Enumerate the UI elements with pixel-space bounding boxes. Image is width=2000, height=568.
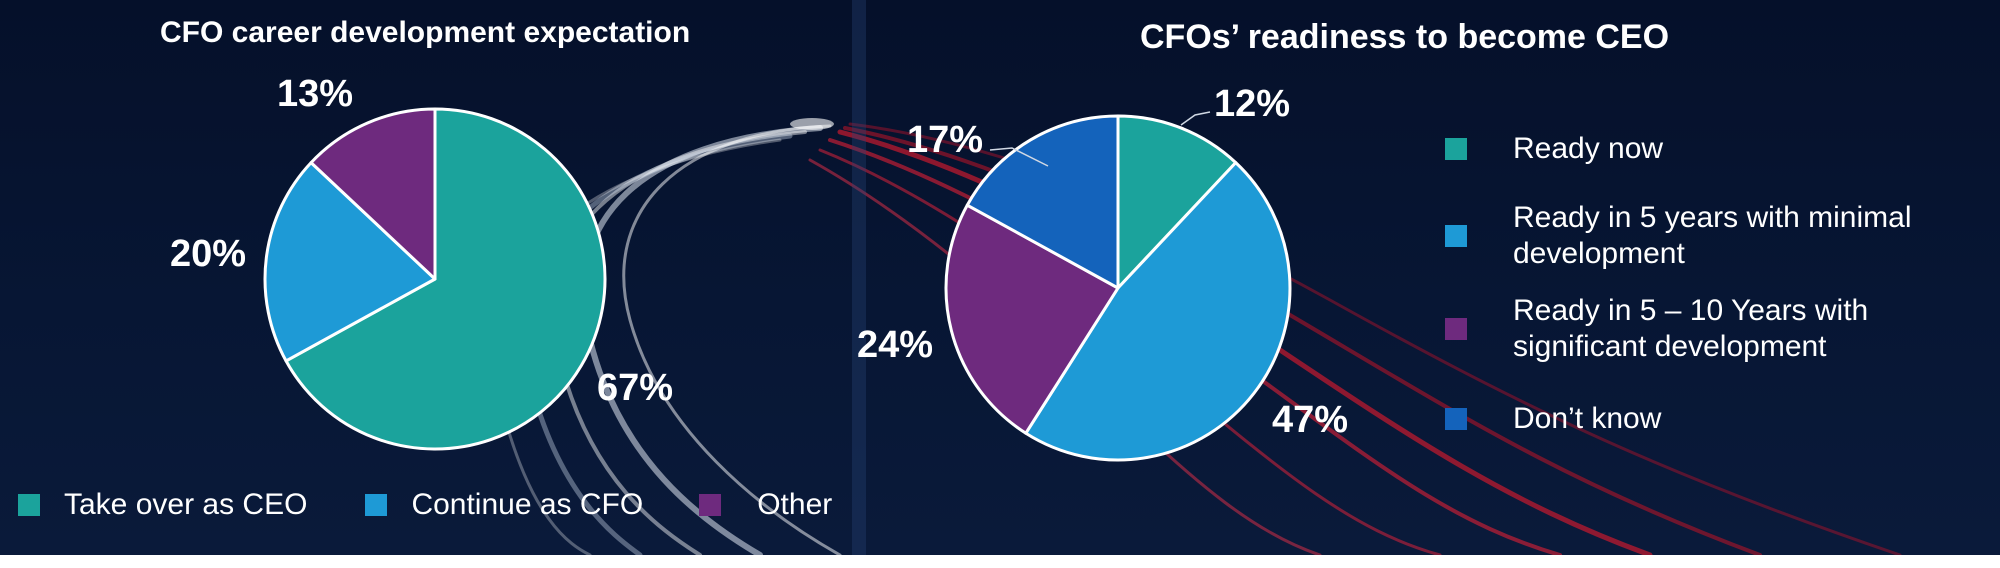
panel-divider	[852, 0, 866, 555]
pie-slice-other	[309, 107, 437, 281]
chart-title-career-expectation: CFO career development expectation	[160, 16, 691, 49]
chart-title-ceo-readiness: CFOs’ readiness to become CEO	[1140, 18, 1670, 56]
pie-slice-don-t-know	[965, 114, 1120, 290]
legend-swatch-take-over-ceo	[18, 494, 40, 516]
legend-label-ready-5-10-years: Ready in 5 – 10 Years with significant d…	[1513, 294, 1869, 363]
slide-background: CFO career development expectation CFOs’…	[0, 0, 2000, 555]
legend-label-ready-now: Ready now	[1513, 132, 1664, 165]
bottom-strip	[0, 555, 2000, 568]
legend-label-take-over-ceo: Take over as CEO	[64, 488, 308, 521]
pie-slice-ready-now	[1116, 114, 1238, 290]
legend-item-ready-5-years: Ready in 5 years with minimal developmen…	[1445, 200, 1963, 272]
pie-slice-continue-as-cfo	[263, 161, 437, 363]
pie-data-label-ready-in-5-10-years-with-significant-development: 24%	[857, 324, 933, 366]
legend-swatch-ready-5-years	[1445, 225, 1467, 247]
pie-slice-ready-in-5-10-years-with-significant-development	[944, 203, 1120, 435]
legend-swatch-dont-know	[1445, 408, 1467, 430]
legend-label-other: Other	[757, 488, 833, 521]
legend-item-ready-now: Ready now	[1445, 131, 1963, 167]
legend-swatch-continue-cfo	[365, 494, 388, 516]
pie-data-label-continue-as-cfo: 20%	[170, 233, 246, 275]
legend-item-dont-know: Don’t know	[1445, 401, 1963, 437]
legend-swatch-ready-5-10-years	[1445, 318, 1467, 340]
pie-slice-ready-in-5-years-with-minimal-development	[1024, 161, 1292, 462]
pie-chart-career-expectation: 67% 20% 13%	[170, 73, 673, 451]
legend-item-ready-5-10-years: Ready in 5 – 10 Years with significant d…	[1445, 293, 1963, 365]
legend-label-continue-cfo: Continue as CFO	[411, 488, 644, 521]
legend-career-expectation: Take over as CEO Continue as CFO Other	[18, 488, 832, 522]
pie-slice-take-over-as-ceo	[284, 107, 607, 451]
pie-data-label-take-over-as-ceo: 67%	[597, 367, 673, 409]
leader-line	[1180, 111, 1211, 126]
pie-chart-ceo-readiness: 12% 47% 24% 17%	[857, 83, 1348, 462]
legend-swatch-ready-now	[1445, 138, 1467, 160]
pie-data-label-ready-in-5-years-with-minimal-development: 47%	[1272, 399, 1348, 441]
legend-label-dont-know: Don’t know	[1513, 402, 1662, 435]
pie-data-label-other: 13%	[277, 73, 353, 115]
pie-data-label-ready-now: 12%	[1214, 83, 1290, 125]
legend-swatch-other	[699, 494, 722, 516]
legend-label-ready-5-years: Ready in 5 years with minimal developmen…	[1513, 201, 1912, 270]
pie-data-label-don-t-know: 17%	[907, 119, 983, 161]
leader-line	[989, 147, 1049, 167]
